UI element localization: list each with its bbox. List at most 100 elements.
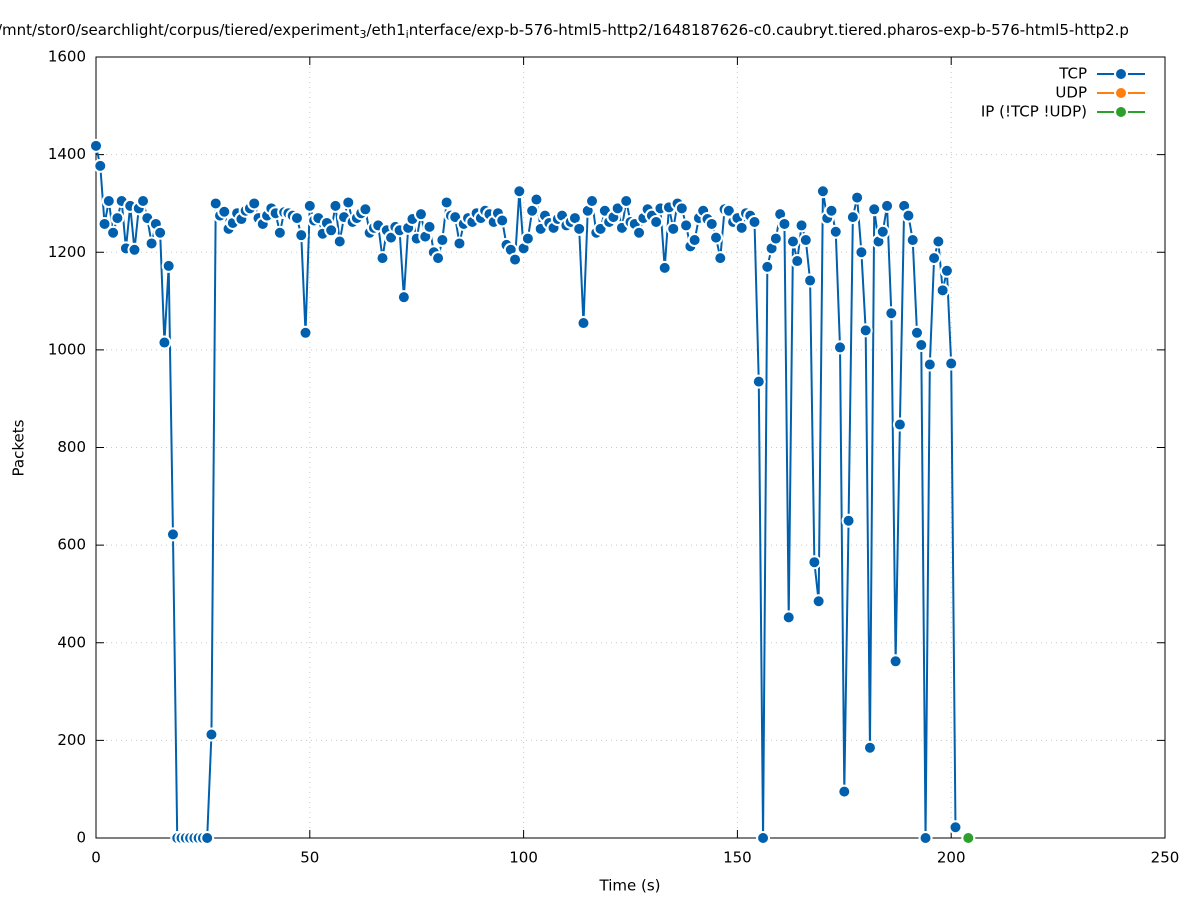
data-point (208, 196, 223, 211)
data-point (704, 216, 719, 231)
legend-label: UDP (1055, 84, 1087, 102)
legend-marker (1114, 67, 1128, 81)
data-point (687, 233, 702, 248)
data-point (97, 216, 112, 231)
data-point (747, 214, 762, 229)
data-point (657, 260, 672, 275)
data-point (854, 245, 869, 260)
data-point (302, 198, 317, 213)
x-axis-label: Time (s) (599, 877, 661, 895)
data-point (927, 251, 942, 266)
data-point (845, 210, 860, 225)
data-point (888, 654, 903, 669)
y-tick-label: 200 (57, 731, 86, 749)
data-point (165, 527, 180, 542)
data-point (247, 196, 262, 211)
data-point (909, 325, 924, 340)
data-point (756, 831, 771, 845)
data-point (931, 234, 946, 249)
data-point (892, 417, 907, 432)
x-tick-label: 0 (91, 849, 101, 867)
data-point (935, 283, 950, 298)
data-point (93, 158, 108, 173)
data-point (358, 202, 373, 217)
data-point (961, 831, 976, 845)
data-point (709, 230, 724, 245)
y-tick-label: 1600 (48, 48, 86, 66)
plot-border (95, 56, 1166, 839)
data-point (217, 204, 232, 219)
data-point (101, 193, 116, 208)
data-point (760, 259, 775, 274)
data-point (901, 208, 916, 223)
data-point (272, 225, 287, 240)
data-point (204, 727, 219, 742)
legend-label: IP (!TCP !UDP) (981, 103, 1087, 121)
x-tick-label: 150 (723, 849, 752, 867)
data-point (679, 218, 694, 233)
data-point (862, 740, 877, 755)
data-point (439, 195, 454, 210)
data-point (666, 221, 681, 236)
data-point (375, 251, 390, 266)
data-point (811, 594, 826, 609)
data-point (803, 273, 818, 288)
data-point (807, 555, 822, 570)
data-point (529, 192, 544, 207)
data-point (512, 184, 527, 199)
data-point (798, 233, 813, 248)
y-axis-label: Packets (10, 419, 28, 476)
data-point (161, 258, 176, 273)
data-point (200, 831, 215, 845)
data-point (572, 221, 587, 236)
legend-marker (1114, 86, 1128, 100)
x-tick-label: 250 (1151, 849, 1180, 867)
data-point (837, 784, 852, 799)
data-point (713, 251, 728, 266)
data-point (153, 225, 168, 240)
data-point (136, 193, 151, 208)
legend-marker (1114, 105, 1128, 119)
data-point (435, 233, 450, 248)
data-point (649, 214, 664, 229)
data-point (452, 236, 467, 251)
y-tick-label: 600 (57, 536, 86, 554)
data-point (841, 513, 856, 528)
data-point (815, 184, 830, 199)
data-point (632, 225, 647, 240)
data-point (880, 198, 895, 213)
chart-title: /mnt/stor0/searchlight/corpus/tiered/exp… (0, 21, 1129, 42)
data-point (110, 211, 125, 226)
x-tick-label: 200 (937, 849, 966, 867)
data-point (858, 323, 873, 338)
data-point (850, 190, 865, 205)
data-point (922, 357, 937, 372)
x-tick-label: 100 (509, 849, 538, 867)
data-point (884, 306, 899, 321)
data-point (944, 356, 959, 371)
data-point (520, 231, 535, 246)
data-point (144, 236, 159, 251)
data-point (157, 335, 172, 350)
data-point (905, 233, 920, 248)
data-point (610, 201, 625, 216)
data-point (324, 223, 339, 238)
data-point (525, 203, 540, 218)
legend-label: TCP (1058, 65, 1087, 83)
data-point (332, 234, 347, 249)
data-point (413, 207, 428, 222)
data-point (790, 254, 805, 269)
y-tick-label: 800 (57, 438, 86, 456)
data-point (298, 325, 313, 340)
data-point (777, 216, 792, 231)
data-point (875, 224, 890, 239)
data-point (867, 202, 882, 217)
data-point (781, 610, 796, 625)
data-point (833, 340, 848, 355)
data-point (785, 234, 800, 249)
data-point (768, 231, 783, 246)
data-point (939, 263, 954, 278)
data-point (619, 193, 634, 208)
